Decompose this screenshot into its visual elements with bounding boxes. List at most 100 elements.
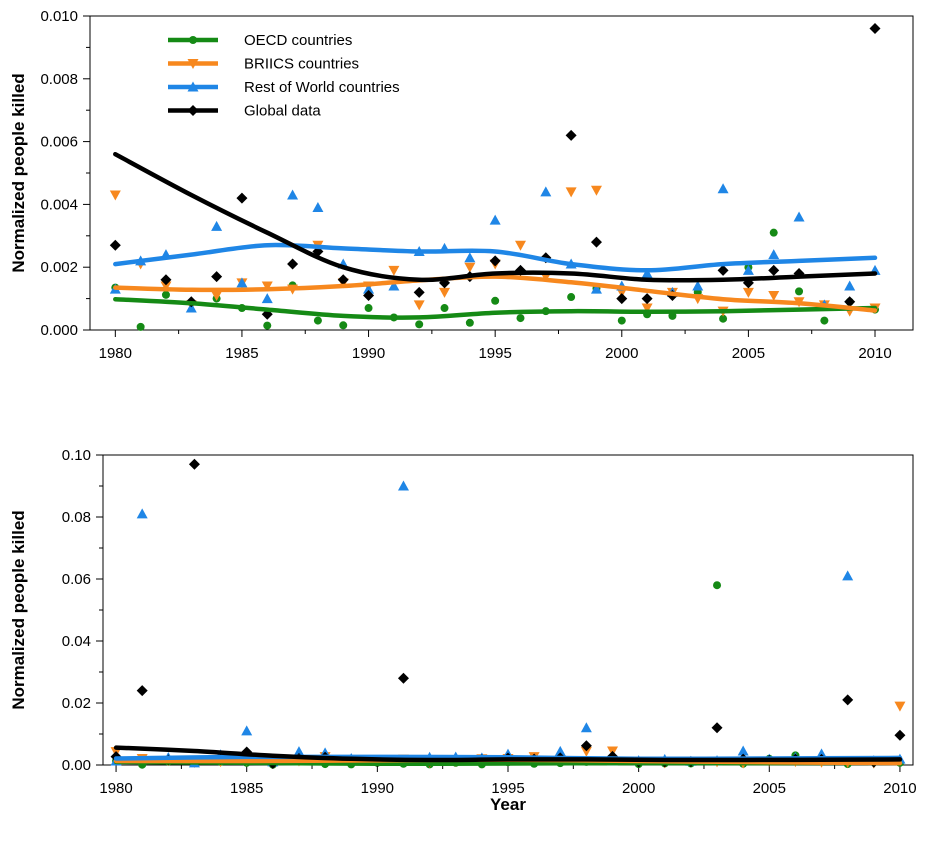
- data-point: [261, 293, 273, 304]
- data-point: [465, 318, 474, 327]
- data-point: [211, 220, 223, 231]
- legend-label: Global data: [244, 103, 321, 120]
- data-point: [136, 685, 148, 697]
- data-point: [440, 304, 449, 313]
- data-point: [737, 745, 749, 756]
- data-point: [261, 281, 273, 292]
- data-point: [109, 239, 121, 251]
- data-point: [894, 701, 906, 712]
- data-point: [641, 267, 653, 278]
- data-point: [616, 293, 628, 305]
- data-point: [816, 748, 828, 759]
- y-tick-label: 0.04: [62, 633, 91, 650]
- trend-line-global-data: [113, 151, 878, 283]
- data-point: [185, 302, 197, 313]
- data-point: [287, 189, 299, 200]
- data-point: [363, 283, 375, 294]
- x-tick-label: 1990: [352, 345, 385, 362]
- data-point: [567, 293, 576, 302]
- legend: OECD countries BRIICS countries Rest of Wo…: [168, 32, 400, 120]
- x-tick-label: 1980: [99, 780, 132, 797]
- data-point: [580, 722, 592, 733]
- plot-frame: [102, 454, 914, 766]
- data-point: [439, 287, 451, 298]
- data-point: [397, 480, 409, 491]
- series-rest-of-world-countries: [110, 480, 906, 768]
- x-tick-label: 2010: [883, 780, 916, 797]
- data-point: [364, 304, 373, 313]
- y-tick-label: 0.00: [62, 757, 91, 774]
- data-point: [842, 570, 854, 581]
- trend-line-rest-of-world-countries: [113, 242, 878, 273]
- y-tick-label: 0.002: [40, 259, 78, 276]
- x-tick-label: 1985: [225, 345, 258, 362]
- data-point: [160, 281, 172, 292]
- x-tick-label: 2005: [753, 780, 786, 797]
- x-tick-label: 2000: [622, 780, 655, 797]
- y-tick-label: 0.004: [40, 196, 78, 213]
- data-point: [491, 296, 500, 305]
- data-point: [844, 280, 856, 291]
- data-point: [742, 264, 754, 275]
- data-point: [768, 249, 780, 260]
- data-point: [820, 316, 829, 325]
- data-point: [236, 192, 248, 204]
- data-point: [768, 290, 780, 301]
- series-oecd-countries: [112, 581, 904, 769]
- data-point: [742, 287, 754, 298]
- data-point: [894, 729, 906, 741]
- legend-label: OECD countries: [244, 32, 352, 49]
- data-point: [768, 264, 780, 276]
- data-point: [136, 322, 145, 331]
- data-point: [713, 581, 722, 590]
- data-point: [641, 293, 653, 305]
- series-global-data: [110, 458, 906, 769]
- y-tick-label: 0.08: [62, 509, 91, 526]
- data-point: [540, 186, 552, 197]
- data-point: [795, 287, 804, 296]
- data-point: [590, 185, 602, 196]
- data-point: [211, 271, 223, 283]
- legend-label: Rest of World countries: [244, 79, 400, 96]
- data-point: [869, 23, 881, 35]
- y-axis-title: Normalized people killed: [9, 73, 28, 272]
- y-tick-label: 0.06: [62, 571, 91, 588]
- trend-line-oecd-countries: [113, 296, 878, 320]
- data-point: [842, 694, 854, 706]
- x-tick-label: 1990: [361, 780, 394, 797]
- data-point: [590, 236, 602, 248]
- x-tick-label: 2010: [858, 345, 891, 362]
- data-point: [464, 262, 476, 273]
- data-point: [388, 280, 400, 291]
- y-axis-title: Normalized people killed: [9, 510, 28, 709]
- data-point: [188, 458, 200, 470]
- legend-marker: [187, 81, 199, 92]
- data-point: [489, 255, 501, 267]
- data-point: [241, 725, 253, 736]
- legend-marker: [187, 59, 199, 69]
- y-tick-label: 0.008: [40, 71, 78, 88]
- data-point: [161, 290, 170, 299]
- trend-line-briics-countries: [113, 274, 878, 313]
- data-point: [844, 296, 856, 308]
- data-point: [312, 202, 324, 213]
- data-point: [692, 280, 704, 291]
- y-tick-label: 0.000: [40, 322, 78, 339]
- data-point: [514, 240, 526, 251]
- data-point: [580, 746, 592, 757]
- data-point: [565, 187, 577, 198]
- data-point: [580, 740, 592, 752]
- y-tick-label: 0.02: [62, 695, 91, 712]
- data-point: [339, 321, 348, 330]
- data-point: [717, 264, 729, 276]
- data-point: [516, 314, 525, 323]
- y-tick-label: 0.006: [40, 134, 78, 151]
- x-tick-label: 1985: [230, 780, 263, 797]
- data-point: [769, 228, 778, 237]
- data-point: [337, 274, 349, 286]
- data-point: [160, 274, 172, 286]
- data-point: [415, 320, 424, 329]
- data-point: [388, 265, 400, 276]
- data-point: [464, 252, 476, 263]
- data-point: [641, 303, 653, 314]
